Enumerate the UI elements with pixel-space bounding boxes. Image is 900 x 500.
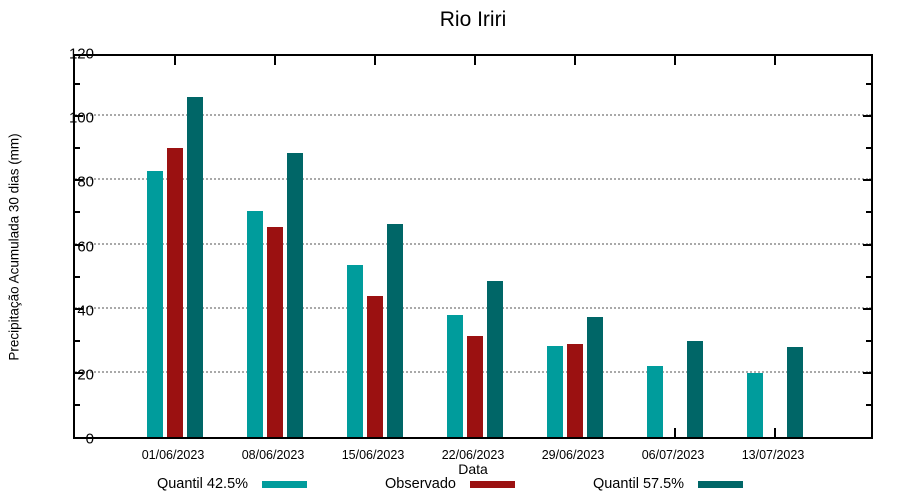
x-tick-bottom-06/07/2023 bbox=[674, 428, 676, 437]
legend: Quantil 42.5% Observado Quantil 57.5% bbox=[0, 476, 900, 492]
bar-Observado-15/06/2023 bbox=[367, 295, 383, 437]
y-tick-right-30 bbox=[866, 339, 871, 342]
y-tick-right-80 bbox=[863, 179, 871, 182]
y-tick-right-60 bbox=[863, 243, 871, 246]
x-tick-top-08/06/2023 bbox=[274, 56, 276, 65]
bar-Quantil 57.5%-29/06/2023 bbox=[587, 316, 603, 437]
gridline-y-40 bbox=[75, 306, 871, 309]
y-tick-left-70 bbox=[75, 211, 80, 214]
y-tick-right-50 bbox=[866, 275, 871, 278]
legend-label-observado: Observado bbox=[385, 476, 456, 492]
y-tick-left-50 bbox=[75, 275, 80, 278]
bar-Quantil 42.5%-22/06/2023 bbox=[447, 315, 463, 437]
legend-item-observado: Observado bbox=[385, 476, 515, 492]
y-tick-label-40: 40 bbox=[77, 302, 94, 320]
y-tick-left-40 bbox=[75, 307, 83, 310]
bar-Quantil 42.5%-13/07/2023 bbox=[747, 372, 763, 437]
x-tick-top-06/07/2023 bbox=[674, 56, 676, 65]
y-tick-left-90 bbox=[75, 147, 80, 150]
bar-Quantil 42.5%-08/06/2023 bbox=[247, 210, 263, 437]
y-tick-left-100 bbox=[75, 115, 83, 118]
legend-label-quantil-42-5: Quantil 42.5% bbox=[156, 476, 249, 492]
bar-Quantil 42.5%-01/06/2023 bbox=[147, 170, 163, 437]
x-axis-title: Data bbox=[458, 461, 488, 477]
bar-Observado-01/06/2023 bbox=[167, 148, 183, 437]
x-tick-label-01/06/2023: 01/06/2023 bbox=[141, 448, 205, 462]
legend-label-quantil-57-5: Quantil 57.5% bbox=[592, 476, 685, 492]
y-tick-left-110 bbox=[75, 83, 80, 86]
y-tick-right-110 bbox=[866, 83, 871, 86]
bar-Quantil 57.5%-13/07/2023 bbox=[787, 347, 803, 437]
bar-Quantil 57.5%-15/06/2023 bbox=[387, 223, 403, 437]
y-tick-label-60: 60 bbox=[77, 238, 94, 255]
plot-area bbox=[73, 54, 873, 439]
x-tick-label-08/06/2023: 08/06/2023 bbox=[241, 448, 305, 462]
gridline-y-80 bbox=[75, 178, 871, 181]
gridline-y-60 bbox=[75, 242, 871, 245]
x-tick-label-29/06/2023: 29/06/2023 bbox=[541, 448, 605, 462]
x-tick-label-06/07/2023: 06/07/2023 bbox=[641, 448, 705, 462]
legend-item-quantil-57-5: Quantil 57.5% bbox=[592, 476, 744, 492]
y-axis-title-text: Precipitação Acumulada 30 dias (mm) bbox=[6, 133, 22, 361]
y-tick-right-70 bbox=[866, 211, 871, 214]
x-tick-top-29/06/2023 bbox=[574, 56, 576, 65]
legend-swatch-quantil-57-5 bbox=[698, 480, 744, 488]
bar-Quantil 57.5%-22/06/2023 bbox=[487, 281, 503, 437]
bar-Observado-08/06/2023 bbox=[267, 226, 283, 437]
y-tick-right-10 bbox=[866, 403, 871, 406]
y-tick-label-80: 80 bbox=[77, 173, 94, 191]
bar-Quantil 42.5%-06/07/2023 bbox=[647, 366, 663, 437]
x-tick-top-15/06/2023 bbox=[374, 56, 376, 65]
bar-Quantil 57.5%-01/06/2023 bbox=[187, 96, 203, 437]
y-tick-left-60 bbox=[75, 243, 83, 246]
x-tick-label-22/06/2023: 22/06/2023 bbox=[441, 448, 505, 462]
y-tick-left-80 bbox=[75, 179, 83, 182]
gridline-y-100 bbox=[75, 114, 871, 117]
legend-swatch-quantil-42-5 bbox=[262, 480, 308, 488]
y-tick-left-20 bbox=[75, 371, 83, 374]
y-tick-right-20 bbox=[863, 371, 871, 374]
legend-swatch-observado bbox=[469, 480, 515, 488]
bar-Quantil 42.5%-29/06/2023 bbox=[547, 345, 563, 437]
y-tick-right-40 bbox=[863, 307, 871, 310]
x-tick-top-13/07/2023 bbox=[774, 56, 776, 65]
bar-Quantil 42.5%-15/06/2023 bbox=[347, 265, 363, 437]
y-tick-label-120: 120 bbox=[68, 45, 94, 63]
y-tick-right-90 bbox=[866, 147, 871, 150]
y-tick-left-10 bbox=[75, 403, 80, 406]
chart-title: Rio Iriri bbox=[439, 8, 507, 31]
x-tick-top-22/06/2023 bbox=[474, 56, 476, 65]
x-tick-label-13/07/2023: 13/07/2023 bbox=[741, 448, 805, 462]
x-tick-bottom-13/07/2023 bbox=[774, 428, 776, 437]
bar-Quantil 57.5%-08/06/2023 bbox=[287, 153, 303, 437]
y-tick-right-100 bbox=[863, 115, 871, 118]
bar-Observado-29/06/2023 bbox=[567, 343, 583, 437]
bar-Quantil 57.5%-06/07/2023 bbox=[687, 340, 703, 437]
y-tick-label-20: 20 bbox=[77, 366, 94, 384]
x-tick-label-15/06/2023: 15/06/2023 bbox=[341, 448, 405, 462]
legend-item-quantil-42-5: Quantil 42.5% bbox=[156, 476, 308, 492]
y-tick-label-100: 100 bbox=[68, 109, 94, 127]
y-tick-label-0: 0 bbox=[85, 430, 94, 448]
bar-Observado-22/06/2023 bbox=[467, 335, 483, 437]
y-tick-left-30 bbox=[75, 339, 80, 342]
x-tick-top-01/06/2023 bbox=[174, 56, 176, 65]
